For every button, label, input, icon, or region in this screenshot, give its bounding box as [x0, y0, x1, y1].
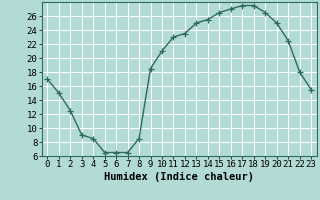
X-axis label: Humidex (Indice chaleur): Humidex (Indice chaleur)	[104, 172, 254, 182]
